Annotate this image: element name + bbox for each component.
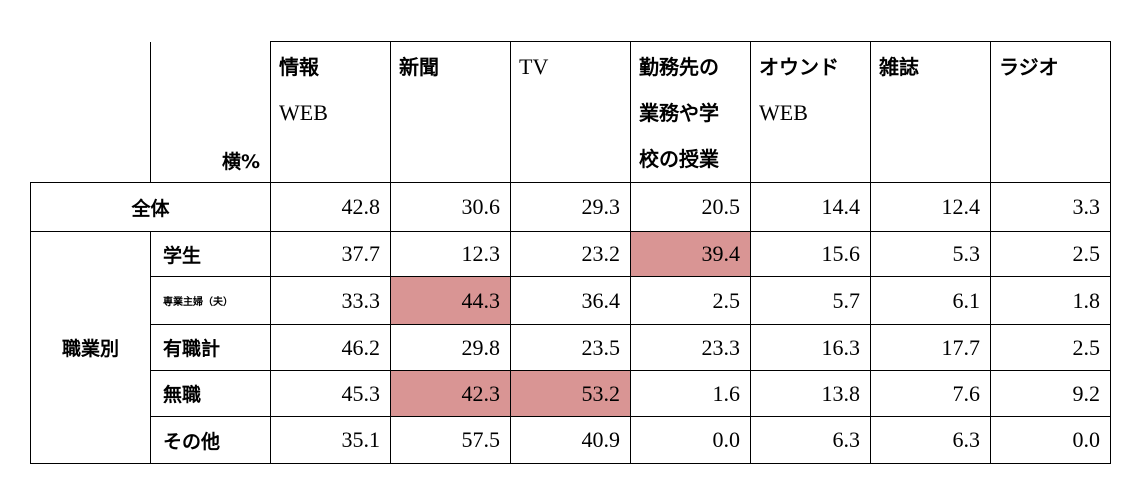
header-line: WEB (279, 100, 328, 125)
table-row: 無職 45.3 42.3 53.2 1.6 13.8 7.6 9.2 (31, 370, 1111, 417)
row-label: 専業主婦（夫） (150, 276, 271, 325)
value-cell: 23.5 (510, 324, 631, 371)
value-cell: 0.0 (990, 416, 1111, 464)
value-cell-highlighted: 44.3 (390, 276, 511, 325)
col-header-tv: TV (510, 41, 631, 183)
value-cell: 40.9 (510, 416, 631, 464)
value-cell: 7.6 (870, 370, 991, 417)
value-cell: 2.5 (990, 231, 1111, 277)
col-header-work-school: 勤務先の業務や学校の授業 (630, 41, 751, 183)
header-line: オウンド (759, 55, 839, 79)
value-cell: 42.8 (270, 182, 391, 232)
col-header-owned-web: オウンド WEB (750, 41, 871, 183)
value-cell: 35.1 (270, 416, 391, 464)
row-label: その他 (150, 416, 271, 464)
header-line: 新聞 (399, 55, 439, 79)
value-cell: 46.2 (270, 324, 391, 371)
value-cell: 6.3 (750, 416, 871, 464)
value-cell: 6.1 (870, 276, 991, 325)
value-cell: 5.3 (870, 231, 991, 277)
value-cell-highlighted: 53.2 (510, 370, 631, 417)
value-cell: 45.3 (270, 370, 391, 417)
table-row: 有職計 46.2 29.8 23.5 23.3 16.3 17.7 2.5 (31, 324, 1111, 371)
value-cell: 2.5 (990, 324, 1111, 371)
value-cell: 13.8 (750, 370, 871, 417)
header-line: 校の授業 (639, 147, 719, 171)
col-header-magazine: 雑誌 (870, 41, 991, 183)
value-cell: 36.4 (510, 276, 631, 325)
value-cell: 12.3 (390, 231, 511, 277)
row-label: 学生 (150, 231, 271, 277)
value-cell-highlighted: 42.3 (390, 370, 511, 417)
value-cell-highlighted: 39.4 (630, 231, 751, 277)
total-label: 全体 (30, 182, 271, 232)
header-row: 横% 情報 WEB 新聞 TV 勤務先の業務や学校の授業 オウンド WEB 雑誌 ラ… (30, 41, 1111, 183)
row-label: 無職 (150, 370, 271, 417)
value-cell: 1.6 (630, 370, 751, 417)
value-cell: 57.5 (390, 416, 511, 464)
value-cell: 6.3 (870, 416, 991, 464)
header-line: 雑誌 (879, 55, 919, 79)
row-label: 有職計 (150, 324, 271, 371)
value-cell: 2.5 (630, 276, 751, 325)
corner-label: 横% (150, 41, 271, 183)
total-row: 全体 42.8 30.6 29.3 20.5 14.4 12.4 3.3 (30, 182, 1111, 232)
data-table: 横% 情報 WEB 新聞 TV 勤務先の業務や学校の授業 オウンド WEB 雑誌 ラ… (30, 41, 1111, 464)
value-cell: 0.0 (630, 416, 751, 464)
header-line: ラジオ (999, 55, 1059, 79)
value-cell: 5.7 (750, 276, 871, 325)
value-cell: 33.3 (270, 276, 391, 325)
value-cell: 23.2 (510, 231, 631, 277)
value-cell: 29.8 (390, 324, 511, 371)
value-cell: 15.6 (750, 231, 871, 277)
header-line: TV (519, 54, 549, 79)
value-cell: 17.7 (870, 324, 991, 371)
value-cell: 23.3 (630, 324, 751, 371)
value-cell: 20.5 (630, 182, 751, 232)
table-row: 専業主婦（夫） 33.3 44.3 36.4 2.5 5.7 6.1 1.8 (31, 276, 1111, 325)
value-cell: 9.2 (990, 370, 1111, 417)
value-cell: 12.4 (870, 182, 991, 232)
header-line: 業務や学 (639, 101, 719, 125)
value-cell: 3.3 (990, 182, 1111, 232)
group-label-occupation: 職業別 (30, 231, 151, 464)
value-cell: 29.3 (510, 182, 631, 232)
value-cell: 30.6 (390, 182, 511, 232)
col-header-radio: ラジオ (990, 41, 1111, 183)
value-cell: 14.4 (750, 182, 871, 232)
value-cell: 16.3 (750, 324, 871, 371)
value-cell: 37.7 (270, 231, 391, 277)
corner-blank (30, 41, 151, 183)
header-line: 情報 (279, 55, 319, 79)
header-line: 勤務先の (639, 55, 719, 79)
col-header-info-web: 情報 WEB (270, 41, 391, 183)
header-line: WEB (759, 100, 808, 125)
table-row: 職業別 学生 37.7 12.3 23.2 39.4 15.6 5.3 2.5 (30, 231, 1111, 464)
value-cell: 1.8 (990, 276, 1111, 325)
table-row: その他 35.1 57.5 40.9 0.0 6.3 6.3 0.0 (31, 416, 1111, 464)
col-header-newspaper: 新聞 (390, 41, 511, 183)
